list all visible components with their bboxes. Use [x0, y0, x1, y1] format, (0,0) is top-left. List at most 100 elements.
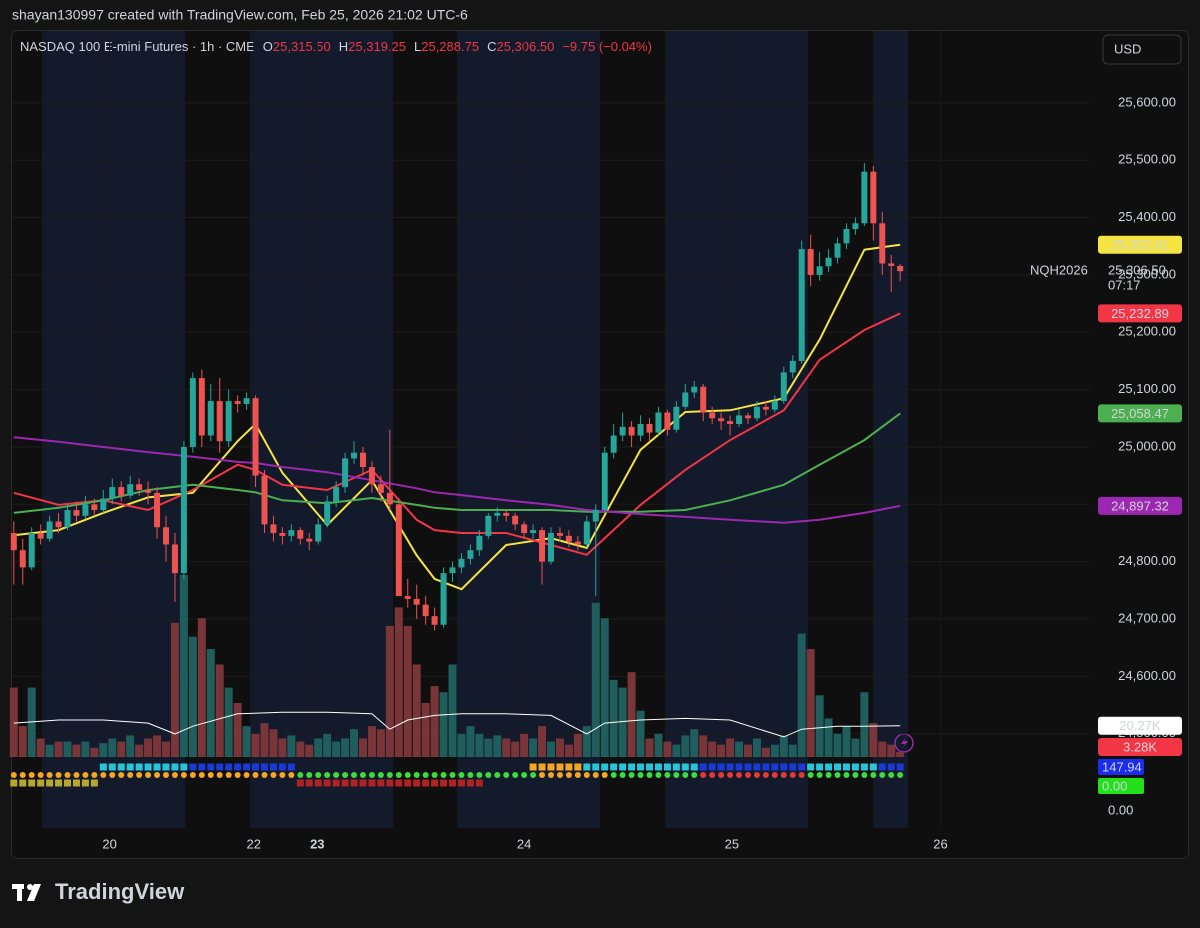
signal-cell [780, 763, 788, 771]
candle-body [198, 378, 205, 436]
volume-bar [260, 723, 269, 757]
candle-body [315, 524, 322, 542]
candle-body [503, 512, 510, 516]
signal-dot [449, 772, 456, 778]
volume-bar [851, 738, 860, 757]
volume-ma [13, 711, 901, 738]
signal-cell [753, 763, 761, 771]
signal-cell [771, 763, 779, 771]
signal-cell [386, 779, 394, 787]
x-tick-label: 26 [933, 836, 947, 851]
signal-cell [395, 779, 403, 787]
volume-bar [287, 735, 296, 757]
signal-dot [395, 772, 402, 778]
alert-bolt[interactable] [901, 737, 908, 749]
candle-body [861, 171, 868, 224]
volume-bar [555, 738, 564, 757]
candle-body [565, 535, 572, 542]
candle-body [207, 401, 214, 436]
signal-cell [887, 763, 895, 771]
signal-cell [225, 763, 233, 771]
signal-cell [565, 763, 573, 771]
candle-body [789, 360, 796, 373]
signal-cell [46, 779, 54, 787]
signal-cell [413, 779, 421, 787]
volume-bar [197, 618, 206, 757]
signal-cell [72, 779, 80, 787]
signal-dot [503, 772, 510, 778]
volume-bar [206, 649, 215, 757]
candle-body [288, 530, 295, 536]
volume-bar [72, 744, 81, 757]
indicator-badge [1098, 759, 1144, 775]
signal-cell [216, 763, 224, 771]
y-tick-label: 25,400.00 [1118, 209, 1176, 224]
signal-cell [816, 763, 824, 771]
candle-body [136, 484, 143, 490]
candle-body [852, 223, 859, 230]
signal-cell [574, 763, 582, 771]
signal-dot [736, 772, 743, 778]
signal-cell [869, 763, 877, 771]
signal-cell [475, 779, 483, 787]
signal-dot [163, 772, 169, 778]
volume-bar [18, 726, 27, 757]
signal-dot [55, 772, 62, 778]
price-badge-label: 25,058.47 [1111, 406, 1169, 421]
volume-bar [448, 664, 457, 757]
candle-body [744, 415, 751, 419]
session [42, 31, 185, 828]
x-tick-label: 22 [247, 836, 261, 851]
candle-body [297, 530, 304, 539]
candle-body [673, 406, 680, 430]
price-badge-label: 20.27K [1119, 718, 1161, 733]
signal-cell [708, 763, 716, 771]
y-tick-label: 25,600.00 [1118, 94, 1176, 109]
volume-bar [538, 726, 547, 757]
signal-cell [90, 779, 98, 787]
currency-button[interactable] [1102, 34, 1182, 65]
signal-dot [46, 772, 53, 778]
volume-bar [242, 726, 251, 757]
candle-body [548, 532, 554, 562]
price-badge [1098, 716, 1182, 735]
candle-body [100, 498, 107, 511]
candle-body [395, 504, 402, 597]
signal-cell [672, 763, 680, 771]
signal-cell [699, 763, 707, 771]
signal-dot [762, 772, 769, 778]
countdown: 07:17 [1108, 278, 1141, 293]
volume-bar [269, 729, 278, 757]
signal-dot [234, 772, 241, 778]
volume-bar [520, 733, 529, 757]
y-tick-label: 24,600.00 [1118, 668, 1176, 683]
candle-body [539, 530, 546, 562]
volume-bar [323, 733, 332, 757]
signal-cell [457, 779, 465, 787]
volume-bar [475, 733, 484, 757]
signal-dot [852, 772, 859, 778]
candle-body [798, 249, 805, 361]
signal-cell [744, 763, 752, 771]
signal-dot [368, 772, 375, 778]
signal-cell [368, 779, 376, 787]
signal-cell [10, 779, 18, 787]
y-tick-label: 24,700.00 [1118, 610, 1176, 625]
signal-cell [19, 779, 27, 787]
currency[interactable]: USD [1114, 41, 1141, 56]
signal-cell [878, 763, 886, 771]
signal-dot [413, 772, 420, 778]
signal-cell [825, 763, 833, 771]
signal-dot [816, 772, 823, 778]
signal-cell [860, 763, 868, 771]
volume-bar [708, 741, 717, 757]
candle-body [736, 415, 743, 425]
volume-bar [564, 744, 573, 757]
candle-body [189, 378, 196, 447]
candle-body [351, 452, 358, 459]
signal-dot [879, 772, 886, 778]
candle-body [530, 530, 537, 533]
price-badge-label: 24,897.32 [1111, 498, 1169, 513]
signal-cell [252, 763, 260, 771]
